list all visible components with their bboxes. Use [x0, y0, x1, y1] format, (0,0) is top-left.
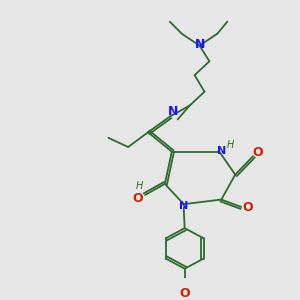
Text: N: N [179, 201, 188, 211]
Text: O: O [253, 146, 263, 159]
Text: H: H [135, 181, 143, 191]
Text: N: N [195, 38, 206, 51]
Text: H: H [226, 140, 234, 150]
Text: O: O [179, 287, 190, 300]
Text: N: N [168, 106, 178, 118]
Text: O: O [243, 201, 254, 214]
Text: O: O [133, 192, 143, 205]
Text: N: N [217, 146, 226, 156]
